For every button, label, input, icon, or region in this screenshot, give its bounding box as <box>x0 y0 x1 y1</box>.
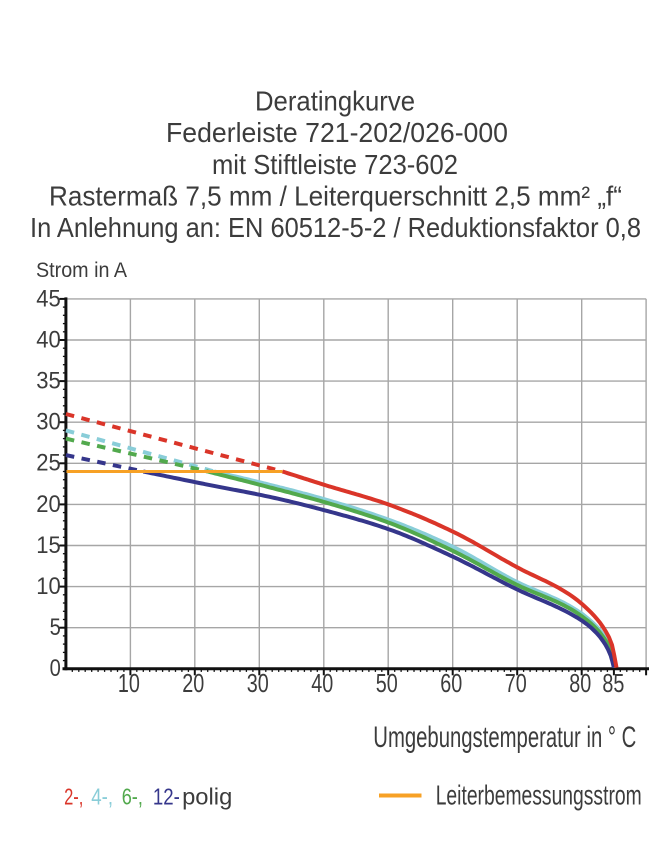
svg-text:Strom in A: Strom in A <box>36 258 128 282</box>
svg-text:In Anlehnung an: EN 60512-5-2: In Anlehnung an: EN 60512-5-2 / Reduktio… <box>30 212 641 243</box>
svg-text:0: 0 <box>50 655 61 682</box>
svg-text:mit Stiftleiste 723-602: mit Stiftleiste 723-602 <box>212 149 458 180</box>
svg-text:80: 80 <box>569 668 591 698</box>
svg-text:5: 5 <box>50 614 61 641</box>
svg-text:12-: 12- <box>153 784 180 810</box>
svg-text:85: 85 <box>602 668 624 698</box>
svg-text:Umgebungstemperatur in ° C: Umgebungstemperatur in ° C <box>373 721 636 754</box>
svg-text:Federleiste 721-202/026-000: Federleiste 721-202/026-000 <box>166 117 508 148</box>
svg-text:45: 45 <box>36 285 61 312</box>
svg-text:Deratingkurve: Deratingkurve <box>255 85 415 116</box>
svg-text:10: 10 <box>118 668 140 698</box>
svg-text:60: 60 <box>440 668 462 698</box>
svg-text:6-,: 6-, <box>122 784 143 810</box>
svg-text:50: 50 <box>376 668 398 698</box>
svg-text:30: 30 <box>36 409 61 436</box>
svg-text:Rastermaß 7,5 mm / Leiterquers: Rastermaß 7,5 mm / Leiterquerschnitt 2,5… <box>49 181 622 212</box>
svg-text:40: 40 <box>311 668 333 698</box>
svg-text:20: 20 <box>182 668 204 698</box>
svg-text:25: 25 <box>36 450 61 477</box>
svg-text:15: 15 <box>36 532 61 559</box>
svg-text:70: 70 <box>505 668 527 698</box>
svg-text:30: 30 <box>247 668 269 698</box>
svg-text:20: 20 <box>36 491 61 518</box>
svg-text:2-,: 2-, <box>64 784 83 810</box>
svg-text:polig: polig <box>182 784 232 810</box>
svg-text:35: 35 <box>36 368 61 395</box>
svg-text:40: 40 <box>36 326 61 353</box>
svg-text:4-,: 4-, <box>91 784 113 810</box>
svg-text:10: 10 <box>36 573 61 600</box>
svg-text:Leiterbemessungsstrom: Leiterbemessungsstrom <box>436 779 642 810</box>
